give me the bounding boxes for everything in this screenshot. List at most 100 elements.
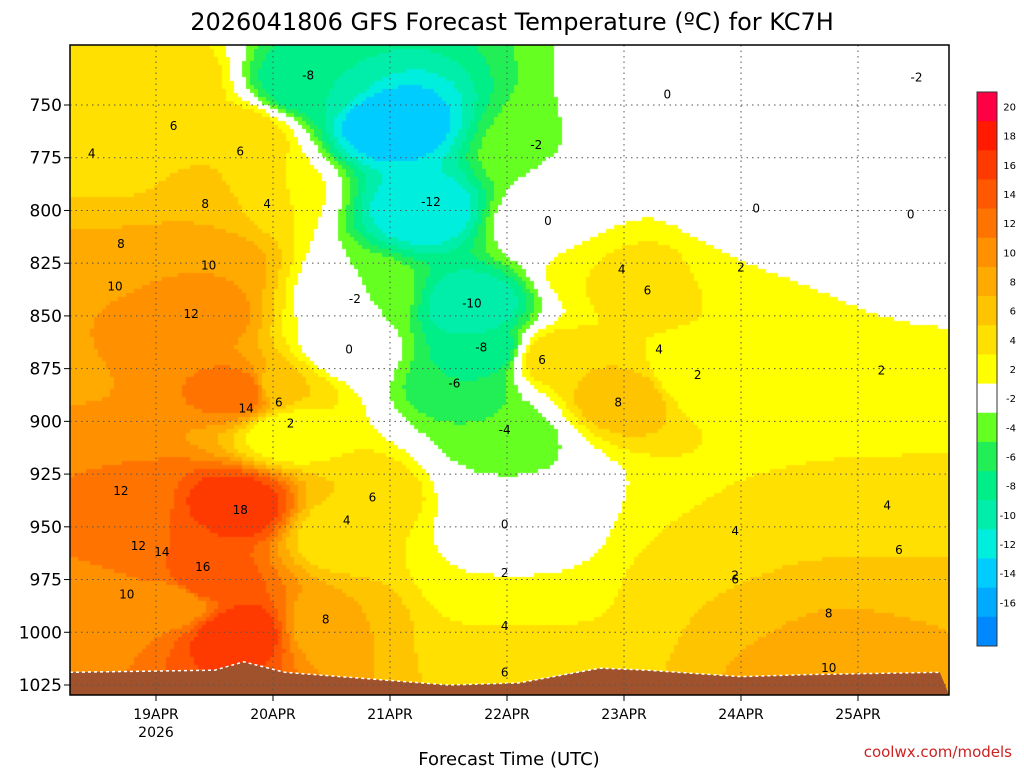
contour-label: -12 bbox=[421, 195, 441, 209]
colorbar-swatch bbox=[977, 92, 997, 122]
y-tick-label: 900 bbox=[30, 412, 62, 432]
contour-label: 16 bbox=[195, 560, 210, 574]
terrain-surface-line bbox=[69, 661, 940, 686]
chart-title: 2026041806 GFS Forecast Temperature (ºC)… bbox=[190, 8, 834, 36]
colorbar-swatch bbox=[977, 587, 997, 618]
colorbar-label: -2 bbox=[1006, 394, 1016, 405]
x-axis: 19APR 2026 20APR 21APR 22APR 23APR 24APR 25APR bbox=[133, 695, 881, 741]
contour-label: -2 bbox=[530, 138, 542, 152]
contour-label: 4 bbox=[618, 263, 626, 277]
colorbar-label: 6 bbox=[1010, 307, 1016, 318]
colorbar-swatch bbox=[977, 266, 997, 297]
y-tick-label: 775 bbox=[30, 149, 62, 169]
x-axis-label: Forecast Time (UTC) bbox=[418, 749, 599, 768]
colorbar-frame bbox=[976, 91, 998, 647]
colorbar-swatch bbox=[977, 354, 997, 385]
contour-label: 14 bbox=[154, 545, 169, 559]
colorbar-label: 2 bbox=[1010, 365, 1016, 376]
contour-label: 8 bbox=[322, 613, 330, 627]
y-tick-label: 925 bbox=[30, 465, 62, 485]
y-tick-label: 975 bbox=[30, 571, 62, 591]
colorbar-label: -4 bbox=[1006, 423, 1016, 434]
colorbar-label: -12 bbox=[1000, 540, 1016, 551]
contour-label: -10 bbox=[462, 296, 482, 310]
contour-label: 2 bbox=[501, 566, 509, 580]
colorbar-swatch bbox=[977, 616, 997, 647]
contour-label: 18 bbox=[233, 503, 248, 517]
y-axis: 750 775 800 825 850 875 900 925 950 975 1000 1025 bbox=[19, 96, 70, 696]
colorbar-swatch bbox=[977, 325, 997, 355]
y-tick-label: 825 bbox=[30, 254, 62, 274]
colorbar-legend: 20 18 16 14 12 10 8 6 4 2 -2 -4 -6 -8 -10 -12 -14 -16 bbox=[976, 91, 1016, 647]
contour-label: -8 bbox=[475, 341, 487, 355]
contour-label: 4 bbox=[655, 343, 663, 357]
contour-label: 12 bbox=[113, 484, 128, 498]
colorbar-swatch bbox=[977, 471, 997, 501]
colorbar-swatch bbox=[977, 441, 997, 472]
x-tick-label: 24APR bbox=[718, 707, 764, 723]
contour-label: 4 bbox=[731, 524, 739, 538]
contour-label: 2 bbox=[731, 568, 739, 582]
y-tick-label: 875 bbox=[30, 360, 62, 380]
colorbar-swatch bbox=[977, 237, 997, 268]
x-tick-sublabel: 2026 bbox=[138, 725, 174, 741]
contour-label: 10 bbox=[201, 258, 216, 272]
contour-label: 0 bbox=[345, 343, 353, 357]
x-tick-label: 22APR bbox=[484, 707, 530, 723]
contour-label: 0 bbox=[663, 87, 671, 101]
contour-label: -2 bbox=[911, 71, 923, 85]
contour-label: 4 bbox=[263, 197, 271, 211]
x-tick-label: 21APR bbox=[367, 707, 413, 723]
contour-label: -2 bbox=[349, 292, 361, 306]
contour-label: 6 bbox=[644, 284, 652, 298]
contour-label: 8 bbox=[825, 606, 833, 620]
credit-text: coolwx.com/models bbox=[864, 743, 1012, 761]
contour-label: 4 bbox=[343, 513, 351, 527]
contour-label: 4 bbox=[88, 147, 96, 161]
contour-label: 0 bbox=[907, 208, 915, 222]
contour-label: 12 bbox=[183, 307, 198, 321]
terrain-ground bbox=[70, 661, 949, 695]
x-tick-label: 20APR bbox=[250, 707, 296, 723]
contour-label: 8 bbox=[201, 197, 209, 211]
contour-label: 2 bbox=[878, 364, 886, 378]
colorbar-label: -14 bbox=[1000, 569, 1016, 580]
colorbar-swatch bbox=[977, 412, 997, 443]
contour-label: 14 bbox=[238, 402, 253, 416]
colorbar-swatch bbox=[977, 296, 997, 326]
x-tick-label: 23APR bbox=[601, 707, 647, 723]
x-tick-label: 25APR bbox=[835, 707, 881, 723]
contour-label: -6 bbox=[448, 376, 460, 390]
colorbar-swatch bbox=[977, 500, 997, 530]
contour-label: 8 bbox=[614, 395, 622, 409]
colorbar-swatch bbox=[977, 529, 997, 560]
colorbar-label: -6 bbox=[1006, 452, 1016, 463]
contour-label: 8 bbox=[117, 237, 125, 251]
contour-label: 10 bbox=[107, 279, 122, 293]
colorbar-label: 4 bbox=[1010, 336, 1016, 347]
contour-label: 4 bbox=[501, 619, 509, 633]
contour-label: 2 bbox=[287, 416, 295, 430]
contour-label: 10 bbox=[821, 661, 836, 675]
contour-label: 6 bbox=[369, 490, 377, 504]
y-tick-label: 1000 bbox=[19, 623, 62, 643]
x-tick-label: 19APR bbox=[133, 707, 179, 723]
colorbar-label: 20 bbox=[1003, 103, 1016, 114]
y-tick-label: 850 bbox=[30, 307, 62, 327]
colorbar-swatch bbox=[977, 558, 997, 589]
colorbar-swatch bbox=[977, 150, 997, 180]
colorbar-swatch bbox=[977, 208, 997, 239]
contour-label: 2 bbox=[737, 260, 745, 274]
contour-label: 0 bbox=[501, 518, 509, 532]
plot-area: -8 -2 -12 -10 -8 -6 -4 -2 0 2 0 0 0 0 -2 2 2 2 4 6 4 6 8 0 2 4 6 4 6… bbox=[69, 44, 950, 696]
contour-label: 6 bbox=[236, 144, 244, 158]
colorbar-label: 16 bbox=[1003, 161, 1016, 172]
contour-label: 6 bbox=[538, 353, 546, 367]
contour-label: 12 bbox=[131, 539, 146, 553]
contour-label: 6 bbox=[731, 573, 739, 587]
colorbar-label: 10 bbox=[1003, 248, 1016, 259]
contour-label: 6 bbox=[895, 543, 903, 557]
contour-label: 0 bbox=[752, 201, 760, 215]
temperature-field bbox=[70, 45, 949, 695]
